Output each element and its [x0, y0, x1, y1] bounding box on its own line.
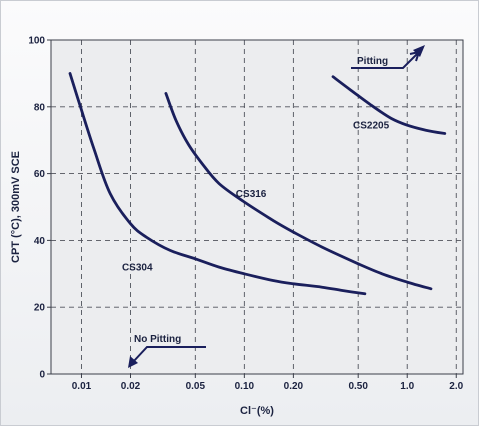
x-tick-label: 0.50: [348, 381, 368, 392]
y-tick-label: 80: [34, 102, 46, 113]
series-lines: [68, 72, 447, 296]
series-label-cs304: CS304: [122, 262, 153, 273]
y-tick-label: 0: [39, 370, 45, 381]
series-label-cs2205: CS2205: [353, 121, 390, 132]
series-line-cs304: [68, 72, 367, 296]
series-line-cs2205: [331, 75, 447, 135]
pitting-arrowhead-icon: [413, 45, 425, 57]
y-tick-label: 40: [34, 236, 46, 247]
pitting-label: Pitting: [357, 56, 388, 67]
no-pitting-arrow-icon: [132, 346, 206, 363]
grid-lines: [51, 40, 463, 374]
series-line-cs316: [164, 92, 433, 291]
x-tick-label: 0.10: [235, 381, 255, 392]
x-axis-title: Cl⁻(%): [240, 405, 274, 417]
x-axis-ticks: 0.01 0.02 0.05 0.10 0.20 0.50 1.0 2.0: [72, 374, 464, 392]
y-tick-label: 100: [28, 36, 45, 47]
x-tick-label: 0.20: [284, 381, 304, 392]
plot-border: [50, 39, 464, 375]
series-labels: CS304 CS316 CS2205: [122, 121, 390, 274]
series-label-cs316: CS316: [236, 189, 267, 200]
y-axis-title: CPT (°C), 300mV SCE: [10, 151, 22, 263]
x-tick-label: 0.02: [121, 381, 141, 392]
x-tick-label: 1.0: [400, 381, 414, 392]
pitting-annotation: Pitting: [351, 45, 425, 69]
y-axis-ticks: 0 20 40 60 80 100: [28, 36, 51, 381]
y-tick-label: 60: [34, 169, 46, 180]
no-pitting-annotation: No Pitting: [128, 334, 206, 368]
x-tick-label: 0.01: [72, 381, 92, 392]
x-tick-label: 0.05: [186, 381, 206, 392]
plot-area: [51, 40, 463, 374]
no-pitting-arrowhead-icon: [128, 356, 138, 368]
y-tick-label: 20: [34, 303, 46, 314]
x-tick-label: 2.0: [449, 381, 463, 392]
no-pitting-label: No Pitting: [134, 334, 181, 345]
